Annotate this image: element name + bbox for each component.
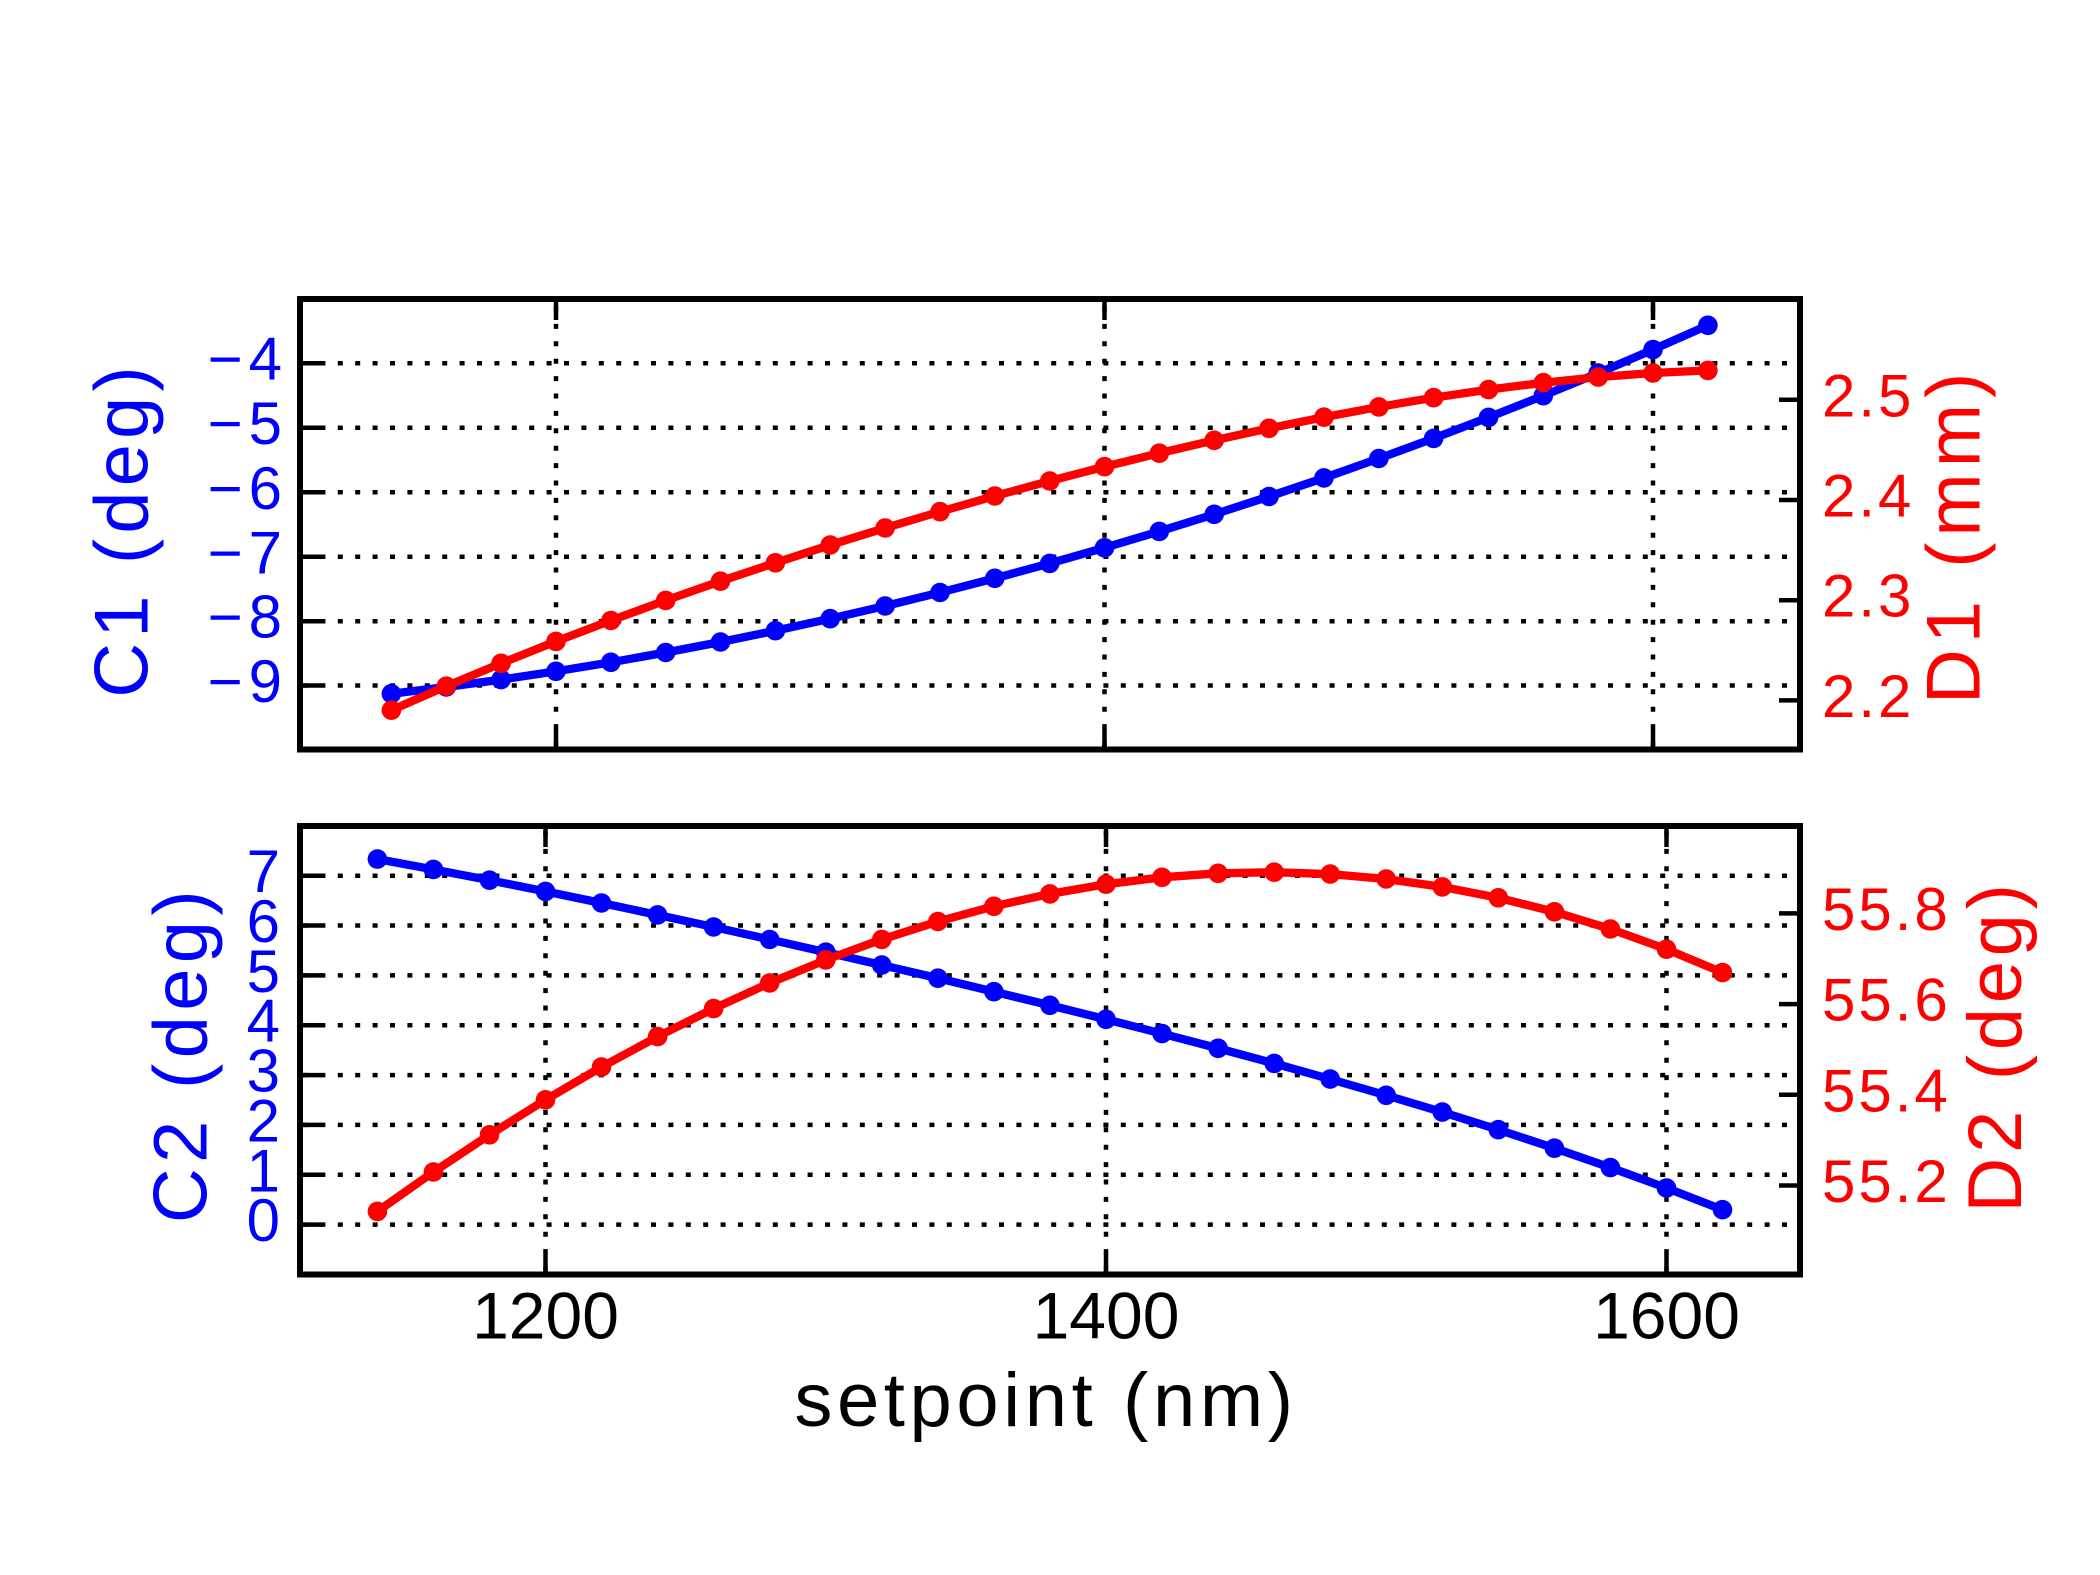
svg-text:C1 (deg): C1 (deg) bbox=[80, 361, 165, 698]
svg-text:5: 5 bbox=[247, 938, 280, 1005]
svg-text:2.4: 2.4 bbox=[1822, 463, 1914, 530]
svg-text:D1 (mm): D1 (mm) bbox=[1912, 367, 1997, 705]
svg-text:0: 0 bbox=[247, 1187, 280, 1254]
svg-text:−4: −4 bbox=[208, 326, 288, 393]
svg-text:55.4: 55.4 bbox=[1822, 1057, 1951, 1124]
svg-text:7: 7 bbox=[247, 838, 280, 905]
svg-text:55.6: 55.6 bbox=[1822, 967, 1951, 1034]
svg-text:55.2: 55.2 bbox=[1822, 1148, 1951, 1215]
svg-text:setpoint (nm): setpoint (nm) bbox=[794, 1358, 1297, 1443]
svg-text:−6: −6 bbox=[208, 455, 288, 522]
svg-text:2.5: 2.5 bbox=[1822, 362, 1914, 429]
svg-text:−7: −7 bbox=[208, 519, 288, 586]
svg-text:4: 4 bbox=[247, 988, 280, 1055]
svg-text:2.3: 2.3 bbox=[1822, 563, 1914, 630]
svg-text:2.2: 2.2 bbox=[1822, 663, 1914, 730]
svg-text:1600: 1600 bbox=[1593, 1279, 1740, 1353]
svg-text:−9: −9 bbox=[208, 648, 288, 715]
svg-text:D2 (deg): D2 (deg) bbox=[1953, 879, 2038, 1212]
svg-text:−5: −5 bbox=[208, 390, 288, 457]
svg-text:2: 2 bbox=[247, 1087, 280, 1154]
svg-text:C2 (deg): C2 (deg) bbox=[139, 885, 224, 1223]
svg-text:−8: −8 bbox=[208, 584, 288, 651]
svg-text:1400: 1400 bbox=[1033, 1279, 1180, 1353]
svg-text:1200: 1200 bbox=[472, 1279, 619, 1353]
svg-text:6: 6 bbox=[247, 888, 280, 955]
svg-text:3: 3 bbox=[247, 1038, 280, 1105]
svg-text:1: 1 bbox=[247, 1137, 280, 1204]
svg-text:55.8: 55.8 bbox=[1822, 876, 1951, 943]
